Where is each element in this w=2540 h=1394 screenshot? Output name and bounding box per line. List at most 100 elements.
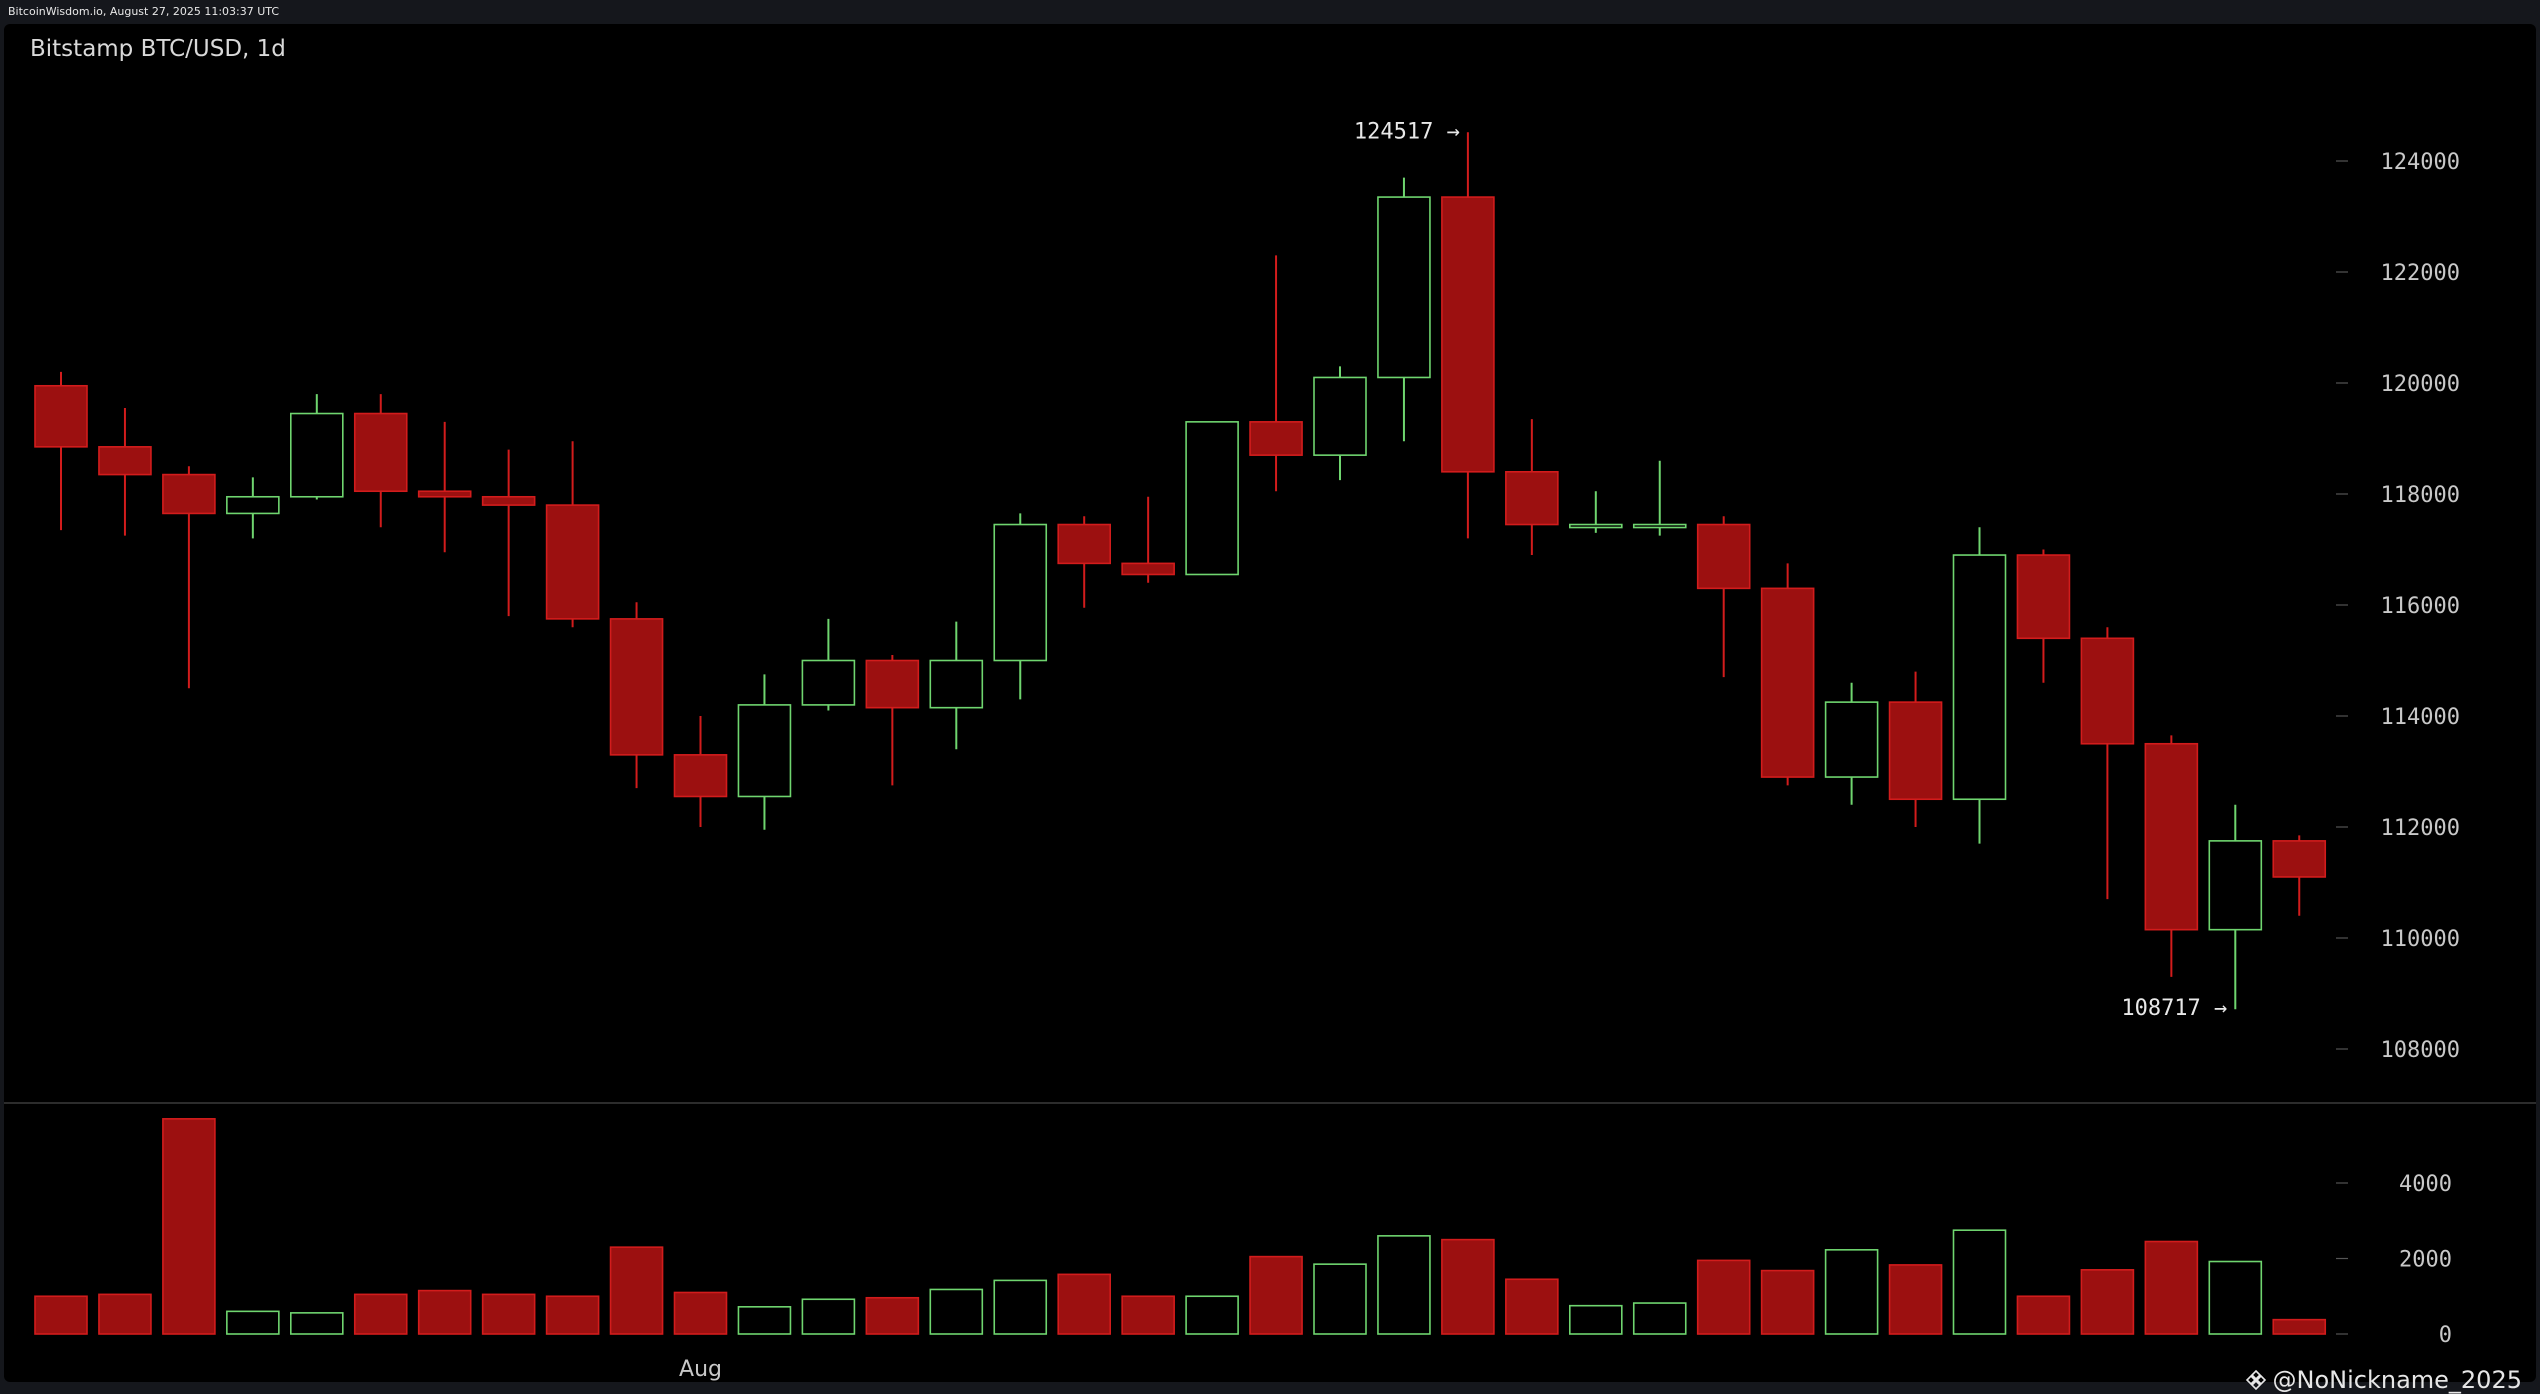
volume-bar-up bbox=[226, 1310, 280, 1335]
chart-panel[interactable]: 108000 110000 112000 114000 116000 118000 1200… bbox=[4, 24, 2536, 1382]
candle-body-down bbox=[1441, 196, 1495, 473]
time-axis: Aug bbox=[679, 1357, 722, 1382]
candle-body-down bbox=[353, 412, 408, 493]
price-tick-label: 116000 bbox=[2381, 594, 2460, 619]
candle-body-down bbox=[34, 384, 88, 448]
watermark-text: @NoNickname_2025 bbox=[2272, 1366, 2523, 1394]
volume-bar-up bbox=[1377, 1235, 1431, 1335]
candle-body-down bbox=[1505, 470, 1559, 526]
candle-body-up bbox=[1569, 523, 1623, 529]
candle-body-up bbox=[1952, 554, 2007, 801]
volume-bar-down bbox=[481, 1293, 536, 1335]
candle-body-down bbox=[2144, 742, 2199, 931]
candlestick-chart[interactable]: 108000 110000 112000 114000 116000 118000 1200… bbox=[4, 24, 2536, 1382]
candle-body-down bbox=[162, 473, 216, 515]
candle-body-down bbox=[1121, 562, 1175, 576]
candle-body-up bbox=[801, 659, 856, 706]
price-tick-label: 118000 bbox=[2381, 483, 2460, 508]
candle-body-down bbox=[417, 490, 472, 498]
volume-bar-down bbox=[1121, 1295, 1175, 1335]
price-annotations: 124517 → 108717 → bbox=[1354, 119, 2227, 1021]
volume-bar-down bbox=[1696, 1259, 1751, 1335]
volume-bar-down bbox=[417, 1289, 472, 1335]
candle-body-up bbox=[1185, 421, 1239, 576]
volume-bar-down bbox=[353, 1293, 408, 1335]
volume-bar-up bbox=[993, 1279, 1048, 1335]
price-annotation: 108717 → bbox=[2121, 996, 2227, 1021]
volume-bar-down bbox=[1057, 1273, 1111, 1335]
candle-body-down bbox=[673, 754, 728, 798]
candle-body-down bbox=[1696, 523, 1751, 590]
volume-tick-label: 4000 bbox=[2399, 1172, 2452, 1197]
price-tick-label: 110000 bbox=[2381, 927, 2460, 952]
volume-bar-down bbox=[1249, 1255, 1303, 1335]
volume-bar-up bbox=[1824, 1249, 1879, 1335]
candle-body-down bbox=[545, 504, 600, 620]
price-tick-label: 124000 bbox=[2381, 150, 2460, 175]
price-tick-label: 114000 bbox=[2381, 705, 2460, 730]
volume-bar-down bbox=[98, 1293, 152, 1335]
source-timestamp: BitcoinWisdom.io, August 27, 2025 11:03:… bbox=[8, 5, 280, 18]
volume-tick-label: 0 bbox=[2439, 1323, 2452, 1348]
candle-body-down bbox=[1888, 701, 1943, 801]
candle-body-down bbox=[2272, 840, 2327, 878]
candle-body-down bbox=[1760, 587, 1815, 778]
volume-bar-down bbox=[1505, 1278, 1559, 1335]
candle-body-down bbox=[481, 495, 536, 506]
volume-bar-up bbox=[2208, 1260, 2263, 1335]
candle-body-up bbox=[1377, 196, 1431, 379]
top-bar: BitcoinWisdom.io, August 27, 2025 11:03:… bbox=[0, 0, 2540, 24]
candle-body-down bbox=[865, 659, 920, 709]
volume-bar-up bbox=[289, 1312, 344, 1335]
candle-body-down bbox=[98, 446, 152, 476]
volume-bar-up bbox=[1185, 1295, 1239, 1335]
volume-axis: 0 2000 4000 bbox=[2336, 1172, 2452, 1348]
volume-tick-label: 2000 bbox=[2399, 1248, 2452, 1273]
price-tick-label: 122000 bbox=[2381, 261, 2460, 286]
candle-body-up bbox=[1632, 523, 1687, 529]
candle-body-up bbox=[226, 495, 280, 515]
volume-bar-up bbox=[801, 1298, 856, 1335]
volume-bars bbox=[34, 1118, 2327, 1335]
volume-bar-down bbox=[865, 1296, 920, 1335]
volume-bar-up bbox=[929, 1288, 984, 1335]
volume-bar-down bbox=[545, 1295, 600, 1335]
volume-bar-up bbox=[1313, 1263, 1367, 1335]
price-tick-label: 112000 bbox=[2381, 816, 2460, 841]
candle-body-down bbox=[1057, 523, 1111, 565]
diamond-logo-icon bbox=[2245, 1369, 2266, 1391]
volume-bar-down bbox=[1888, 1264, 1943, 1335]
price-tick-label: 120000 bbox=[2381, 372, 2460, 397]
candle-body-up bbox=[1313, 376, 1367, 456]
volume-bar-down bbox=[1760, 1269, 1815, 1335]
candle-body-up bbox=[993, 523, 1048, 662]
volume-bar-down bbox=[1441, 1238, 1495, 1335]
price-axis: 108000 110000 112000 114000 116000 118000 1200… bbox=[2336, 150, 2460, 1063]
volume-bar-down bbox=[2144, 1240, 2199, 1335]
candle-body-up bbox=[737, 704, 792, 798]
price-candles bbox=[34, 132, 2327, 1010]
volume-bar-up bbox=[737, 1306, 792, 1335]
volume-bar-up bbox=[1632, 1302, 1687, 1335]
candle-body-up bbox=[289, 412, 344, 498]
chart-title: Bitstamp BTC/USD, 1d bbox=[30, 36, 286, 62]
candle-body-up bbox=[2208, 840, 2263, 931]
volume-bar-down bbox=[162, 1118, 216, 1335]
watermark: @NoNickname_2025 bbox=[2245, 1366, 2523, 1394]
candle-body-down bbox=[2080, 637, 2135, 745]
volume-bar-down bbox=[673, 1291, 728, 1335]
volume-bar-down bbox=[2080, 1269, 2135, 1335]
candle-body-up bbox=[929, 659, 984, 709]
volume-bar-down bbox=[2272, 1318, 2327, 1335]
time-axis-label: Aug bbox=[679, 1357, 722, 1382]
price-tick-label: 108000 bbox=[2381, 1038, 2460, 1063]
candle-body-down bbox=[609, 618, 664, 756]
volume-bar-down bbox=[34, 1295, 88, 1335]
candle-body-down bbox=[2016, 554, 2071, 640]
candle-body-down bbox=[1249, 421, 1303, 456]
volume-bar-down bbox=[2016, 1295, 2071, 1335]
volume-bar-up bbox=[1952, 1229, 2007, 1335]
candle-body-up bbox=[1824, 701, 1879, 778]
price-annotation: 124517 → bbox=[1354, 119, 1460, 144]
volume-bar-up bbox=[1569, 1304, 1623, 1335]
